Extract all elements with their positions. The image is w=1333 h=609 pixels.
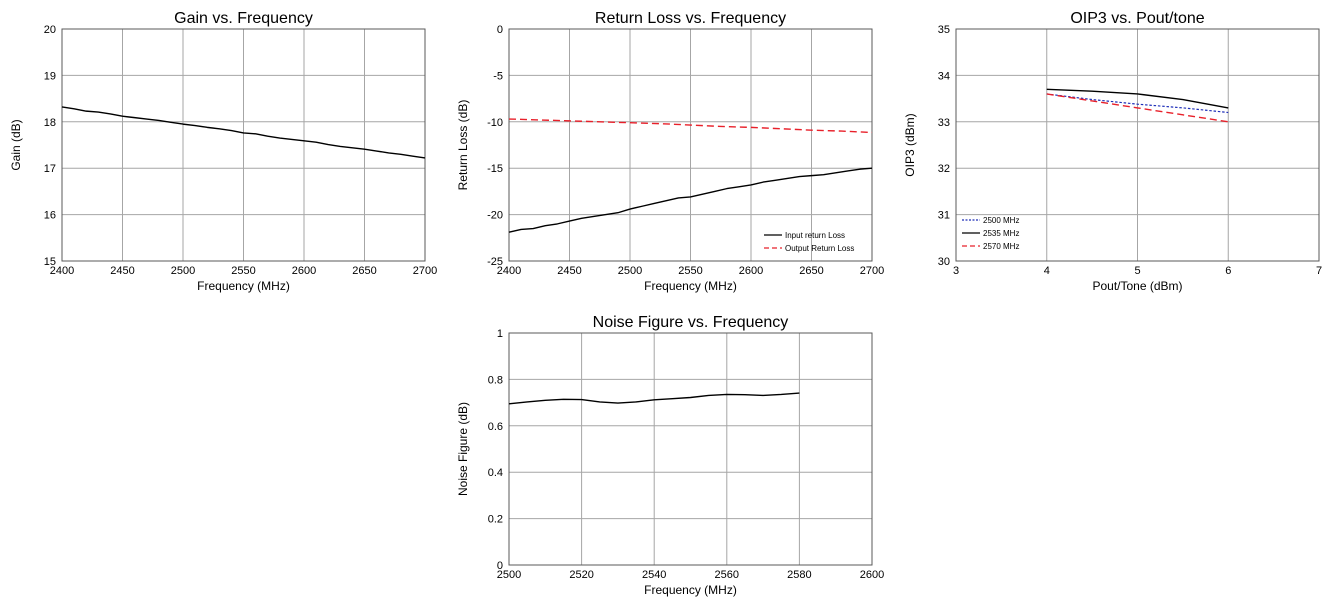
legend-label: Input return Loss <box>785 231 845 240</box>
chart-title: Noise Figure vs. Frequency <box>593 314 789 331</box>
chart-title: OIP3 vs. Pout/tone <box>1070 10 1204 27</box>
legend-label: 2500 MHz <box>983 216 1019 225</box>
legend: 2500 MHz 2535 MHz 2570 MHz <box>962 216 1019 251</box>
x-axis-label: Frequency (MHz) <box>644 583 737 597</box>
y-tick-label: 15 <box>44 256 56 268</box>
y-axis-label: Noise Figure (dB) <box>456 402 470 496</box>
y-tick-label: 17 <box>44 163 56 175</box>
x-tick-label: 2600 <box>860 569 884 581</box>
plot-area <box>61 28 426 262</box>
x-tick-label: 2550 <box>231 265 255 277</box>
x-tick-label: 2650 <box>352 265 376 277</box>
y-tick-label: 34 <box>938 70 950 82</box>
x-tick-label: 2500 <box>618 265 642 277</box>
x-tick-label: 7 <box>1316 265 1322 277</box>
x-tick-label: 2560 <box>715 569 739 581</box>
y-tick-label: 1 <box>497 328 503 340</box>
x-tick-label: 2700 <box>413 265 437 277</box>
x-tick-label: 3 <box>953 265 959 277</box>
x-tick-label: 2550 <box>678 265 702 277</box>
y-tick-label: 19 <box>44 70 56 82</box>
plot-area <box>955 28 1320 262</box>
y-tick-label: 0.2 <box>488 514 503 526</box>
x-axis-label: Pout/Tone (dBm) <box>1092 279 1182 293</box>
chart-noise-figure: 2500 2520 2540 2560 2580 2600 0 0.2 0.4 0.6 0.8 1 No… <box>456 314 884 597</box>
chart-gain: 2400 2450 2500 2550 2600 2650 2700 15 16 17 18 19 20… <box>9 10 437 293</box>
legend-label: 2570 MHz <box>983 242 1019 251</box>
y-axis-label: OIP3 (dBm) <box>903 113 917 176</box>
y-tick-label: 0 <box>497 24 503 36</box>
x-axis-label: Frequency (MHz) <box>197 279 290 293</box>
series-line-2535-mhz <box>1046 88 1229 109</box>
series-line-2570-mhz <box>1046 93 1229 123</box>
y-tick-label: -15 <box>487 163 503 175</box>
x-tick-label: 2700 <box>860 265 884 277</box>
x-tick-label: 2400 <box>50 265 74 277</box>
y-tick-label: 31 <box>938 210 950 222</box>
y-tick-label: 0.8 <box>488 374 503 386</box>
x-tick-label: 2520 <box>569 569 593 581</box>
y-tick-label: -25 <box>487 256 503 268</box>
x-tick-label: 2400 <box>497 265 521 277</box>
y-tick-label: 30 <box>938 256 950 268</box>
series-line-input-return-loss <box>508 167 873 233</box>
x-tick-label: 2500 <box>171 265 195 277</box>
x-tick-label: 2500 <box>497 569 521 581</box>
y-tick-label: 32 <box>938 163 950 175</box>
y-axis-label: Return Loss (dB) <box>456 100 470 191</box>
y-axis-label: Gain (dB) <box>9 119 23 170</box>
y-tick-label: -20 <box>487 210 503 222</box>
x-tick-label: 2580 <box>787 569 811 581</box>
x-axis-label: Frequency (MHz) <box>644 279 737 293</box>
y-tick-label: 0 <box>497 560 503 572</box>
plot-area <box>508 28 873 262</box>
x-tick-label: 2600 <box>292 265 316 277</box>
legend-label: Output Return Loss <box>785 244 854 253</box>
series-line-2500-mhz <box>1046 93 1229 114</box>
chart-title: Gain vs. Frequency <box>174 10 313 27</box>
y-tick-label: 0.4 <box>488 467 503 479</box>
y-tick-label: 0.6 <box>488 421 503 433</box>
x-tick-label: 5 <box>1134 265 1140 277</box>
legend: Input return Loss Output Return Loss <box>764 231 854 253</box>
legend-label: 2535 MHz <box>983 229 1019 238</box>
x-tick-label: 6 <box>1225 265 1231 277</box>
chart-return-loss: 2400 2450 2500 2550 2600 2650 2700 -25 -20 -15 -10… <box>456 10 884 293</box>
y-tick-label: -5 <box>493 70 503 82</box>
x-tick-label: 2540 <box>642 569 666 581</box>
x-tick-label: 2650 <box>799 265 823 277</box>
series-line <box>508 392 800 405</box>
y-tick-label: 18 <box>44 117 56 129</box>
y-tick-label: 35 <box>938 24 950 36</box>
series-line-output-return-loss <box>508 118 873 134</box>
y-tick-label: 20 <box>44 24 56 36</box>
y-tick-label: 16 <box>44 210 56 222</box>
chart-title: Return Loss vs. Frequency <box>595 10 786 27</box>
x-tick-label: 2450 <box>557 265 581 277</box>
x-tick-label: 2600 <box>739 265 763 277</box>
series-line <box>61 106 426 159</box>
x-tick-label: 2450 <box>110 265 134 277</box>
y-tick-label: -10 <box>487 117 503 129</box>
y-tick-label: 33 <box>938 117 950 129</box>
plot-area <box>508 332 873 566</box>
x-tick-label: 4 <box>1044 265 1050 277</box>
